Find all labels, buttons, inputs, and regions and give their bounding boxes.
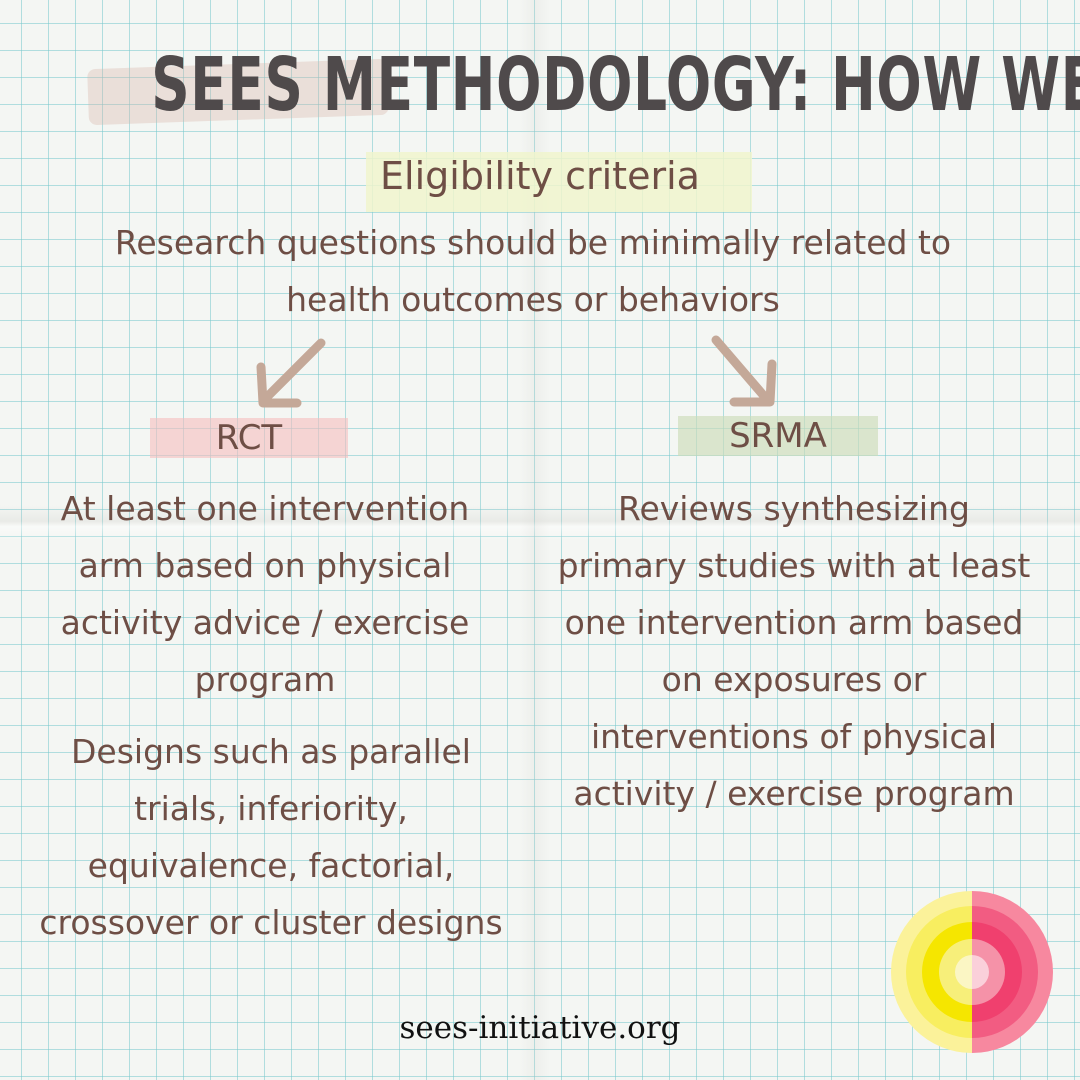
srma-label-highlight: [678, 416, 878, 456]
rct-label-highlight: [150, 418, 348, 458]
section-heading: Eligibility criteria: [380, 154, 700, 198]
srma-label: SRMA: [729, 416, 827, 456]
website-url: sees-initiative.org: [399, 1010, 681, 1046]
page-title: SEES METHODOLOGY: HOW WE DO: [151, 42, 1080, 128]
arrow-down-right-icon: [711, 335, 777, 407]
rct-criterion-1: At least one intervention arm based on p…: [60, 489, 470, 699]
srma-criterion-1: Reviews synthesizing primary studies wit…: [557, 489, 1031, 813]
sees-logo-icon: [891, 891, 1053, 1053]
arrow-down-left-icon: [256, 338, 326, 408]
rct-criterion-2: Designs such as parallel trials, inferio…: [39, 732, 503, 942]
research-question-text: Research questions should be minimally r…: [114, 223, 952, 319]
section-heading-highlight: [366, 152, 752, 212]
paper-crease-horizontal: [0, 505, 1080, 541]
rct-label: RCT: [215, 418, 283, 458]
